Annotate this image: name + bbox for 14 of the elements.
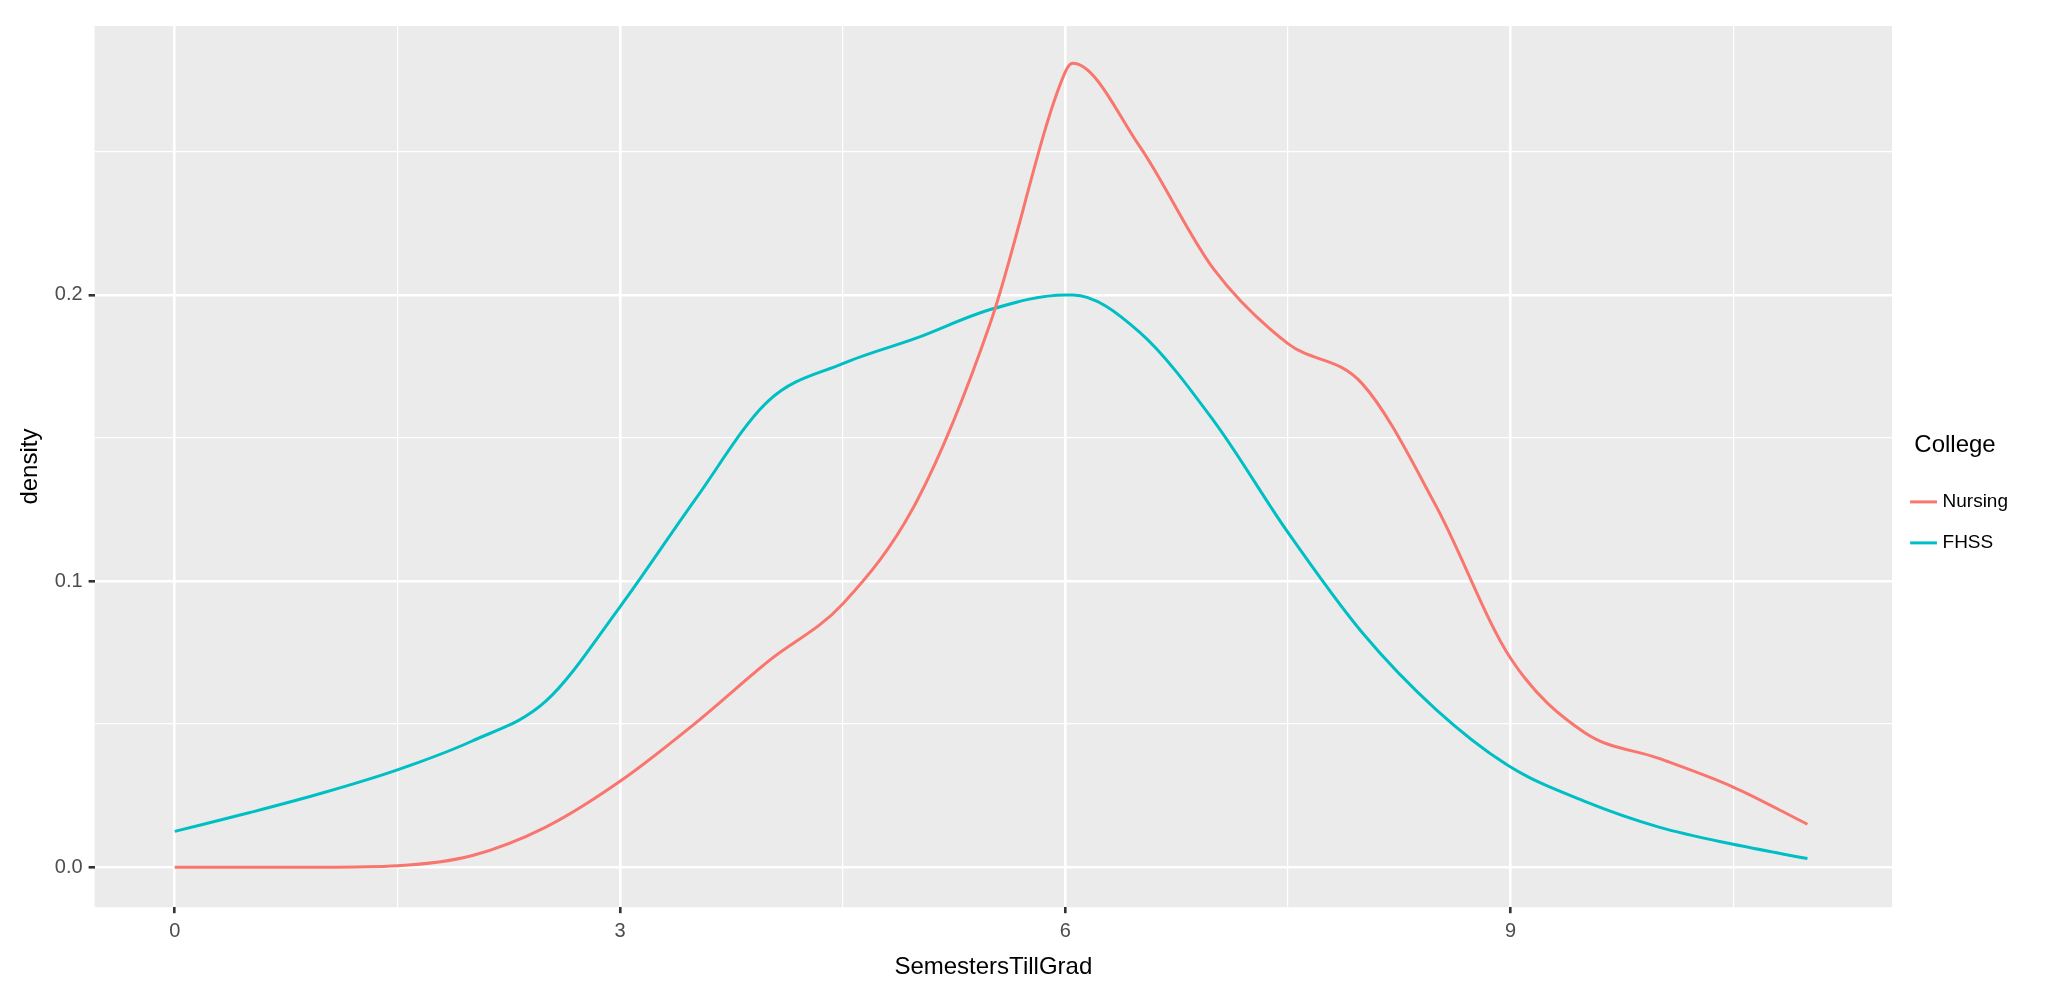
y-tick-label: 0.2 — [54, 282, 83, 305]
y-tick-label: 0.1 — [54, 568, 83, 591]
x-tick-label: 0 — [169, 918, 181, 941]
line-series — [173, 61, 1809, 869]
x-axis-title: SemestersTillGrad — [894, 952, 1093, 980]
x-tick-label: 3 — [614, 918, 626, 941]
line-series — [173, 293, 1809, 861]
legend-label: FHSS — [1942, 531, 1994, 553]
x-tick-label: 9 — [1505, 918, 1517, 941]
x-tick-label: 6 — [1059, 918, 1071, 941]
y-tick-label: 0.0 — [54, 854, 83, 877]
y-axis-title: density — [15, 428, 43, 505]
legend-title: College — [1914, 430, 1996, 458]
legend-label: Nursing — [1942, 490, 2009, 512]
